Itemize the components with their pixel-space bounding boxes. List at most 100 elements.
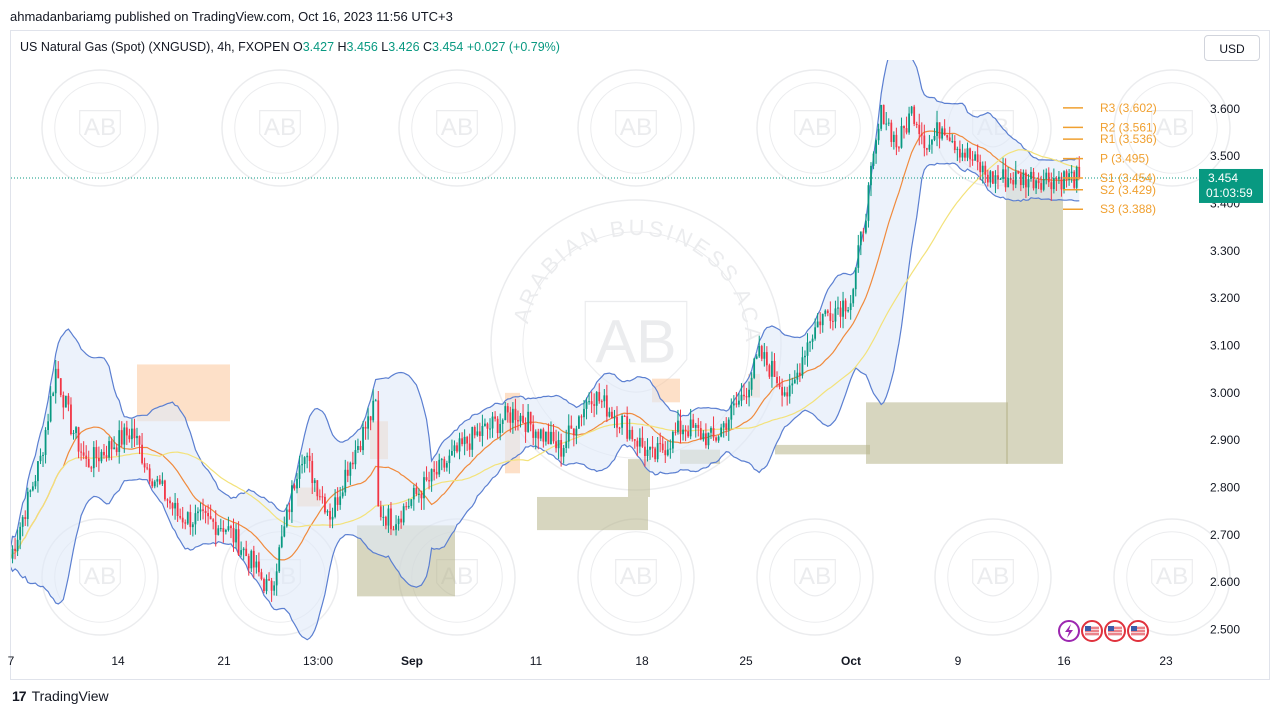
candle bbox=[237, 521, 240, 556]
zone-box bbox=[775, 444, 870, 455]
candle bbox=[288, 502, 291, 520]
candle bbox=[501, 418, 504, 433]
zone-box bbox=[866, 402, 1008, 464]
watermark-ring bbox=[590, 531, 682, 623]
candle bbox=[583, 399, 585, 426]
candle bbox=[974, 151, 977, 161]
watermark-shield-icon bbox=[79, 110, 121, 148]
candle bbox=[636, 437, 639, 457]
candle bbox=[275, 563, 278, 596]
candle bbox=[136, 427, 138, 446]
candle bbox=[697, 417, 700, 437]
candle bbox=[232, 518, 235, 552]
candle bbox=[329, 503, 331, 528]
candle bbox=[692, 413, 695, 428]
candle bbox=[367, 407, 370, 440]
candle bbox=[489, 418, 491, 439]
candle bbox=[852, 287, 855, 307]
candle bbox=[105, 445, 108, 462]
candle bbox=[915, 121, 918, 129]
candle bbox=[796, 363, 799, 385]
candle bbox=[301, 454, 303, 474]
close-label: C bbox=[423, 40, 433, 54]
candle bbox=[953, 135, 956, 154]
watermark-ring bbox=[1126, 82, 1218, 174]
change-value: +0.027 (+0.79%) bbox=[466, 40, 560, 54]
candle bbox=[491, 412, 494, 438]
candle bbox=[529, 411, 532, 432]
candle bbox=[1032, 167, 1035, 191]
candle bbox=[118, 420, 121, 464]
watermark-shield-icon bbox=[259, 110, 301, 148]
candle bbox=[31, 481, 34, 492]
candle bbox=[204, 506, 207, 524]
price-tick-label: 3.100 bbox=[1210, 339, 1240, 353]
candle bbox=[1014, 160, 1017, 189]
candle bbox=[258, 552, 260, 577]
watermark-mark: AB bbox=[441, 114, 474, 141]
candle bbox=[544, 431, 547, 446]
candle bbox=[311, 452, 314, 495]
candle bbox=[247, 553, 250, 576]
candle bbox=[773, 353, 776, 377]
candle bbox=[567, 414, 570, 449]
candle bbox=[72, 429, 75, 440]
candle bbox=[611, 406, 613, 419]
candle bbox=[865, 213, 867, 235]
chart-frame bbox=[10, 30, 1270, 680]
candle bbox=[179, 508, 182, 520]
candle bbox=[809, 340, 811, 352]
candle bbox=[727, 417, 730, 441]
candle bbox=[971, 150, 974, 166]
candle bbox=[595, 390, 598, 415]
candle bbox=[92, 441, 95, 478]
time-tick-label: 18 bbox=[635, 654, 649, 668]
candle bbox=[334, 489, 336, 519]
candle bbox=[1042, 169, 1045, 192]
candle bbox=[1070, 165, 1073, 183]
candle bbox=[461, 432, 463, 447]
watermark-mark: AB bbox=[264, 114, 297, 141]
us-flag-icon[interactable] bbox=[1127, 620, 1149, 642]
watermark-ring bbox=[234, 82, 326, 174]
watermark-seal bbox=[1113, 518, 1231, 636]
us-flag-icon[interactable] bbox=[1081, 620, 1103, 642]
candle bbox=[21, 515, 24, 537]
candle bbox=[202, 498, 204, 520]
price-axis[interactable]: 2.500 2.600 2.700 2.800 2.900 3.000 3.100 3.200… bbox=[1210, 102, 1240, 637]
lightning-glyph-icon bbox=[1065, 624, 1073, 638]
candle bbox=[798, 363, 801, 383]
candle bbox=[1022, 169, 1025, 189]
candle bbox=[57, 361, 60, 379]
candle bbox=[362, 421, 364, 455]
price-tick-label: 2.700 bbox=[1210, 528, 1240, 542]
candle bbox=[511, 402, 514, 434]
candle bbox=[26, 487, 29, 527]
candle bbox=[730, 398, 733, 429]
candle bbox=[194, 504, 197, 535]
time-axis[interactable]: 7 14 21 13:00 Sep 11 18 25 Oct 9 16 23 bbox=[8, 654, 1173, 668]
candle bbox=[1017, 170, 1020, 175]
symbol-label[interactable]: US Natural Gas (Spot) (XNGUSD), 4h, FXOP… bbox=[20, 40, 290, 54]
candle bbox=[552, 423, 555, 444]
us-flag-icon[interactable] bbox=[1104, 620, 1126, 642]
events-bar[interactable] bbox=[1058, 620, 1149, 642]
brand-text: TradingView bbox=[31, 688, 109, 704]
candle bbox=[898, 145, 900, 152]
candle bbox=[649, 446, 651, 460]
candle bbox=[989, 169, 992, 188]
candle bbox=[831, 313, 834, 331]
currency-button[interactable]: USD bbox=[1204, 35, 1260, 61]
watermark-ring bbox=[769, 82, 861, 174]
tradingview-brand[interactable]: 17 TradingView bbox=[12, 688, 109, 704]
candle bbox=[608, 407, 611, 418]
candle bbox=[1052, 168, 1055, 194]
candle bbox=[633, 439, 636, 449]
candle bbox=[184, 519, 187, 530]
candle bbox=[910, 105, 913, 116]
candle bbox=[702, 430, 705, 442]
watermark-seal bbox=[1113, 69, 1231, 187]
candle bbox=[412, 484, 415, 511]
candle bbox=[435, 461, 438, 479]
